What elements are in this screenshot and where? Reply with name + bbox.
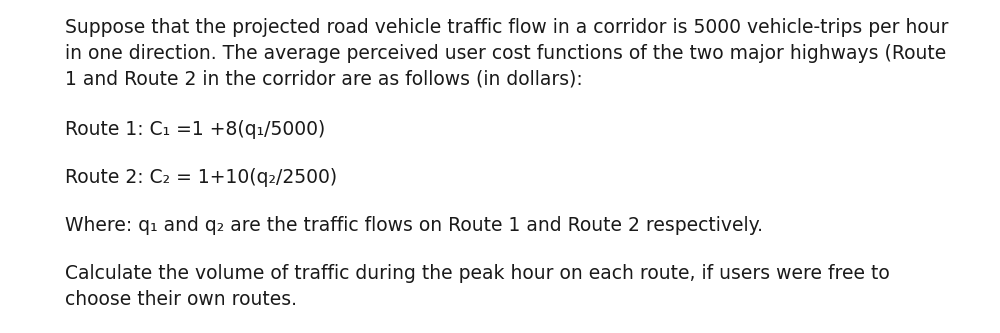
Text: Suppose that the projected road vehicle traffic flow in a corridor is 5000 vehic: Suppose that the projected road vehicle … — [65, 18, 948, 89]
Text: Calculate the volume of traffic during the peak hour on each route, if users wer: Calculate the volume of traffic during t… — [65, 264, 890, 309]
Text: Where: q₁ and q₂ are the traffic flows on Route 1 and Route 2 respectively.: Where: q₁ and q₂ are the traffic flows o… — [65, 216, 763, 235]
Text: Route 1: C₁ =1 +8(q₁/5000): Route 1: C₁ =1 +8(q₁/5000) — [65, 120, 325, 139]
Text: Route 2: C₂ = 1+10(q₂/2500): Route 2: C₂ = 1+10(q₂/2500) — [65, 168, 337, 187]
